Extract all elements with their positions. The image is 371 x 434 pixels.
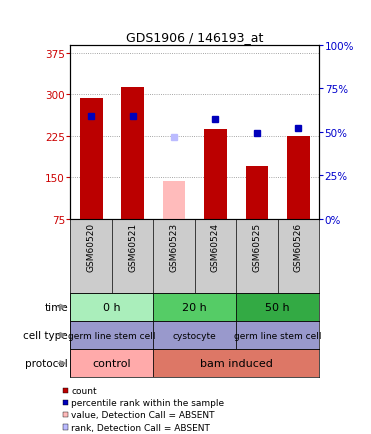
Text: germ line stem cell: germ line stem cell — [234, 331, 321, 340]
Bar — [121, 88, 144, 219]
Text: bam induced: bam induced — [200, 358, 273, 368]
Text: 0 h: 0 h — [103, 302, 121, 312]
Bar — [70, 293, 153, 321]
Text: control: control — [93, 358, 131, 368]
Bar — [153, 293, 236, 321]
Text: germ line stem cell: germ line stem cell — [68, 331, 156, 340]
Text: 20 h: 20 h — [183, 302, 207, 312]
Text: cell type: cell type — [23, 330, 68, 340]
Text: time: time — [45, 302, 68, 312]
Text: GSM60521: GSM60521 — [128, 223, 137, 272]
Bar — [236, 293, 319, 321]
Bar — [236, 321, 319, 349]
Bar — [162, 182, 186, 219]
Text: GSM60524: GSM60524 — [211, 223, 220, 272]
Text: cystocyte: cystocyte — [173, 331, 217, 340]
Text: count: count — [71, 386, 97, 395]
Text: 50 h: 50 h — [265, 302, 290, 312]
Text: value, Detection Call = ABSENT: value, Detection Call = ABSENT — [71, 411, 215, 419]
Bar — [80, 99, 103, 219]
Text: percentile rank within the sample: percentile rank within the sample — [71, 398, 224, 407]
Bar — [153, 349, 319, 378]
Text: GSM60526: GSM60526 — [294, 223, 303, 272]
Bar — [287, 137, 310, 219]
Bar — [204, 130, 227, 219]
Text: rank, Detection Call = ABSENT: rank, Detection Call = ABSENT — [71, 423, 210, 431]
Title: GDS1906 / 146193_at: GDS1906 / 146193_at — [126, 31, 263, 44]
Text: GSM60525: GSM60525 — [252, 223, 262, 272]
Bar — [70, 321, 153, 349]
Bar — [70, 349, 153, 378]
Text: GSM60523: GSM60523 — [170, 223, 178, 272]
Text: GSM60520: GSM60520 — [87, 223, 96, 272]
Text: protocol: protocol — [25, 358, 68, 368]
Bar — [246, 167, 268, 219]
Bar — [153, 321, 236, 349]
